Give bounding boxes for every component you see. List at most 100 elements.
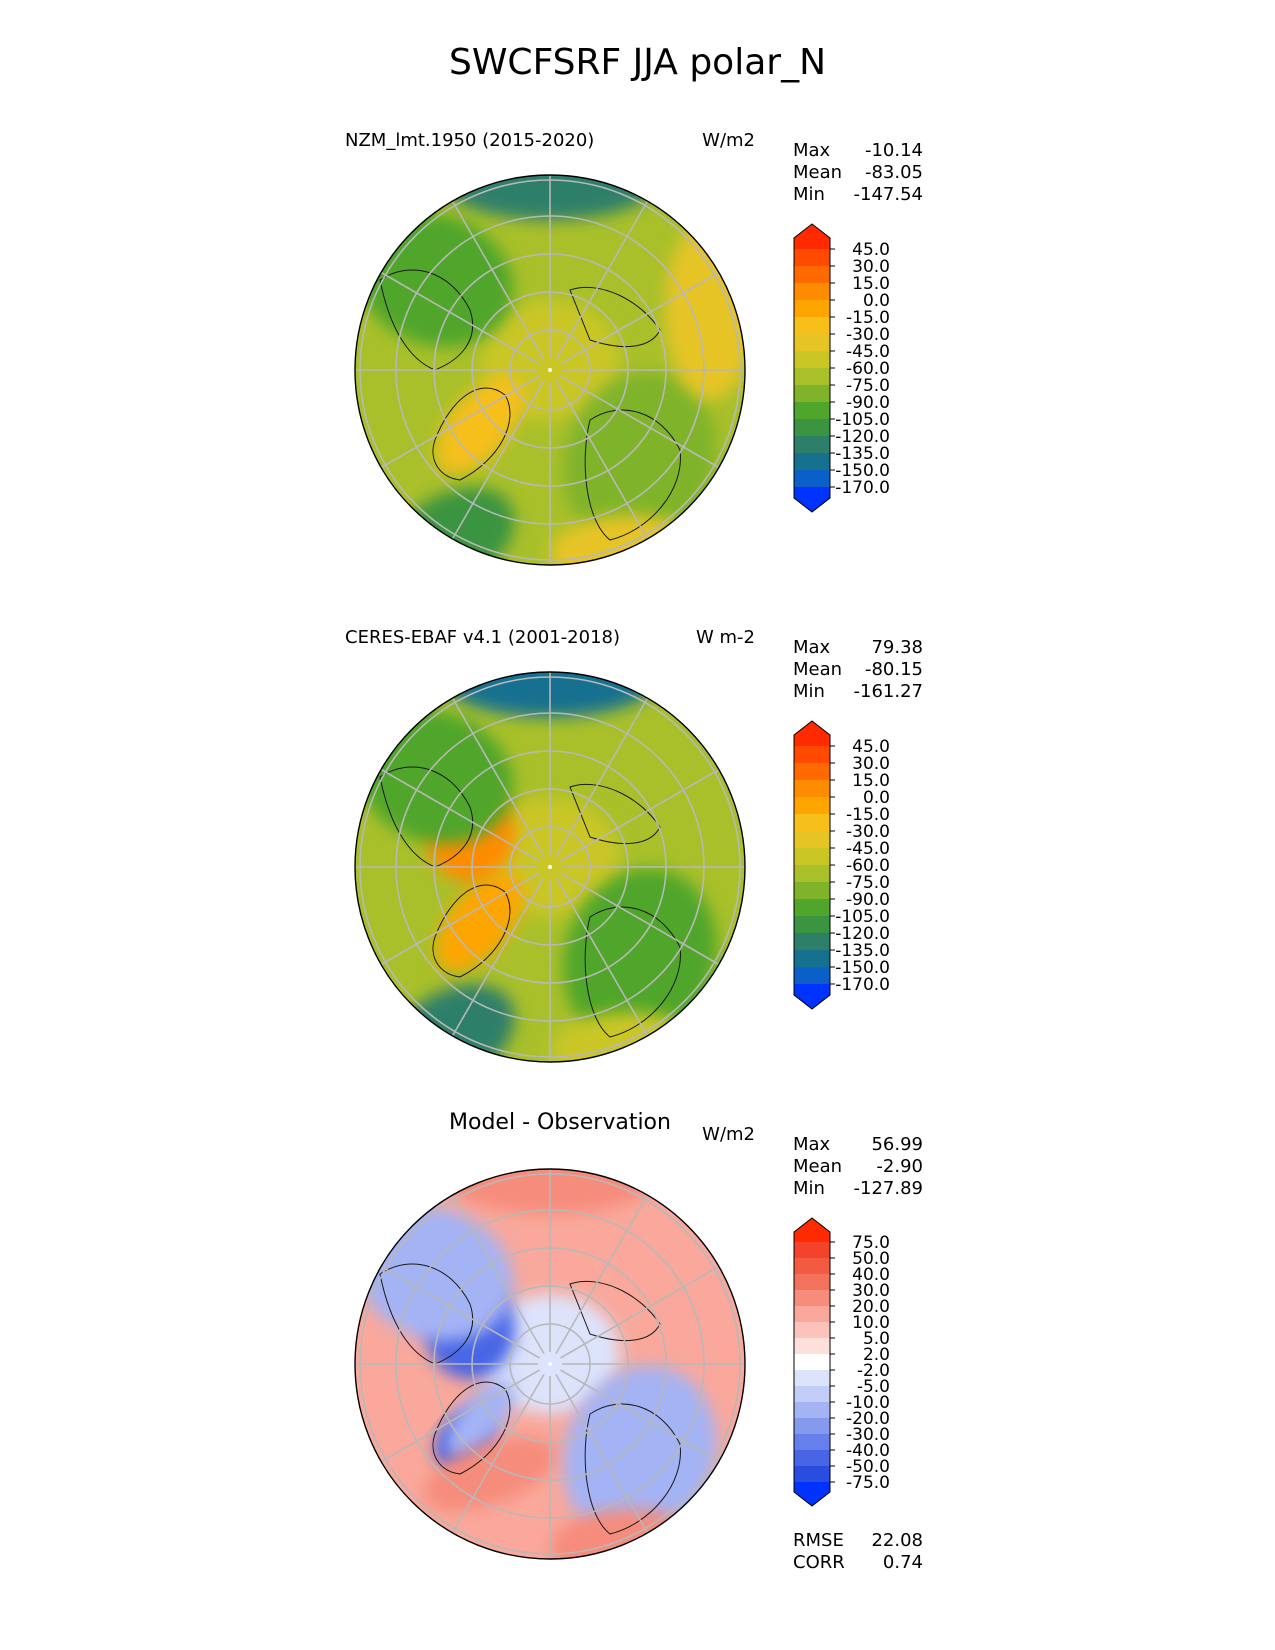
colorbar-swatch xyxy=(794,1466,830,1483)
coastline xyxy=(584,409,681,541)
colorbar-swatch xyxy=(794,266,830,284)
coastline xyxy=(379,766,474,868)
mean-value: -2.90 xyxy=(876,1156,923,1177)
field-region-greenland xyxy=(436,376,524,474)
colorbar-swatch xyxy=(794,1450,830,1467)
colorbar-swatch xyxy=(794,470,830,488)
colorbar-tick-label: -120.0 xyxy=(835,924,890,944)
mean-value: -83.05 xyxy=(864,162,923,183)
coastline xyxy=(432,387,511,481)
colorbar-tick-label: 40.0 xyxy=(852,1265,890,1285)
map-boundary xyxy=(354,1168,746,1560)
colorbar-tick-label: -150.0 xyxy=(835,958,890,978)
polar-map xyxy=(354,671,746,1063)
colorbar: 75.050.040.030.020.010.05.02.0-2.0-5.0-1… xyxy=(793,1217,890,1507)
colorbar-swatch xyxy=(794,916,830,934)
colorbar-swatch xyxy=(794,317,830,335)
colorbar-swatch xyxy=(794,300,830,318)
meridian-line xyxy=(451,1194,545,1355)
colorbar-tick-label: -60.0 xyxy=(846,856,890,876)
max-label: Max xyxy=(793,140,831,161)
colorbar-tick-label: -40.0 xyxy=(846,1441,890,1461)
colorbar-tick-label: -10.0 xyxy=(846,1393,890,1413)
colorbar-swatch xyxy=(794,368,830,386)
colorbar-tick-label: -30.0 xyxy=(846,325,890,345)
colorbar-swatch xyxy=(794,1306,830,1323)
metrics-box: RMSE 22.08 CORR 0.74 xyxy=(793,1530,923,1574)
colorbar-swatch xyxy=(794,814,830,832)
colorbar-swatch xyxy=(794,487,830,512)
rmse-value: 22.08 xyxy=(871,1530,923,1551)
colorbar-swatch xyxy=(794,1258,830,1275)
colorbar-tick-label: -15.0 xyxy=(846,805,890,825)
colorbar: 45.030.015.00.0-15.0-30.0-45.0-60.0-75.0… xyxy=(793,223,890,513)
colorbar-tick-label: 20.0 xyxy=(852,1297,890,1317)
coastline xyxy=(584,906,681,1038)
panel-units: W/m2 xyxy=(702,1124,755,1145)
colorbar-tick-label: 75.0 xyxy=(852,1233,890,1253)
mean-label: Mean xyxy=(793,659,843,680)
colorbar-outline xyxy=(793,223,831,513)
mean-value: -80.15 xyxy=(864,659,923,680)
colorbar-swatch xyxy=(794,967,830,985)
min-label: Min xyxy=(793,184,825,205)
min-value: -147.54 xyxy=(853,184,923,205)
colorbar-tick-label: -50.0 xyxy=(846,1457,890,1477)
meridian-line xyxy=(451,697,545,858)
meridian-line xyxy=(380,872,541,966)
colorbar-tick-label: -15.0 xyxy=(846,308,890,328)
figure-title: SWCFSRF JJA polar_N xyxy=(448,42,826,83)
panel-model: NZM_lmt.1950 (2015-2020) W/m2 Max -10.14 … xyxy=(0,130,1275,620)
coastline xyxy=(432,1381,511,1475)
colorbar-swatch xyxy=(794,746,830,764)
meridian-line xyxy=(451,876,545,1037)
colorbar-tick-label: 45.0 xyxy=(852,240,890,260)
panel-title: Model - Observation xyxy=(449,1110,671,1135)
stats-box: Max -10.14 Mean -83.05 Min -147.54 xyxy=(793,140,923,206)
colorbar-tick-label: 2.0 xyxy=(863,1345,890,1365)
max-value: 79.38 xyxy=(871,637,923,658)
colorbar-swatch xyxy=(794,1370,830,1387)
stats-box: Max 79.38 Mean -80.15 Min -161.27 xyxy=(793,637,923,703)
colorbar-swatch xyxy=(794,797,830,815)
meridian-line xyxy=(451,379,545,540)
coastline xyxy=(432,884,511,978)
field-region-greenland-interior xyxy=(444,1379,516,1459)
colorbar-tick-label: 45.0 xyxy=(852,737,890,757)
colorbar-swatch xyxy=(794,1354,830,1371)
colorbar-tick-label: -75.0 xyxy=(846,873,890,893)
colorbar-tick-label: -135.0 xyxy=(835,444,890,464)
colorbar-tick-label: -30.0 xyxy=(846,822,890,842)
colorbar-swatch xyxy=(794,453,830,471)
colorbar-tick-label: 10.0 xyxy=(852,1313,890,1333)
rmse-label: RMSE xyxy=(793,1530,844,1551)
colorbar-tick-label: -170.0 xyxy=(835,975,890,995)
colorbar-swatch xyxy=(794,436,830,454)
coastline xyxy=(584,1403,681,1535)
colorbar-tick-label: -135.0 xyxy=(835,941,890,961)
colorbar-swatch xyxy=(794,899,830,917)
corr-value: 0.74 xyxy=(882,1552,923,1573)
colorbar-tick-label: -105.0 xyxy=(835,907,890,927)
colorbar-swatch xyxy=(794,950,830,968)
meridian-line xyxy=(380,375,541,469)
colorbar-swatch xyxy=(794,334,830,352)
colorbar-swatch xyxy=(794,1402,830,1419)
pole-marker xyxy=(548,865,552,869)
colorbar-swatch xyxy=(794,283,830,301)
meridian-line xyxy=(380,768,541,862)
colorbar-tick-label: -45.0 xyxy=(846,342,890,362)
pole-marker xyxy=(548,1362,552,1366)
field-region-siberia xyxy=(563,1365,717,1543)
colorbar-swatch xyxy=(794,224,830,249)
field-region-greenland xyxy=(436,873,524,971)
colorbar-swatch xyxy=(794,1418,830,1435)
meridian-line xyxy=(559,1369,720,1463)
coastline xyxy=(569,1280,661,1342)
pole-marker xyxy=(548,368,552,372)
colorbar-swatch xyxy=(794,831,830,849)
mean-label: Mean xyxy=(793,1156,843,1177)
map-boundary xyxy=(354,671,746,1063)
colorbar-swatch xyxy=(794,865,830,883)
coastline xyxy=(379,269,474,371)
